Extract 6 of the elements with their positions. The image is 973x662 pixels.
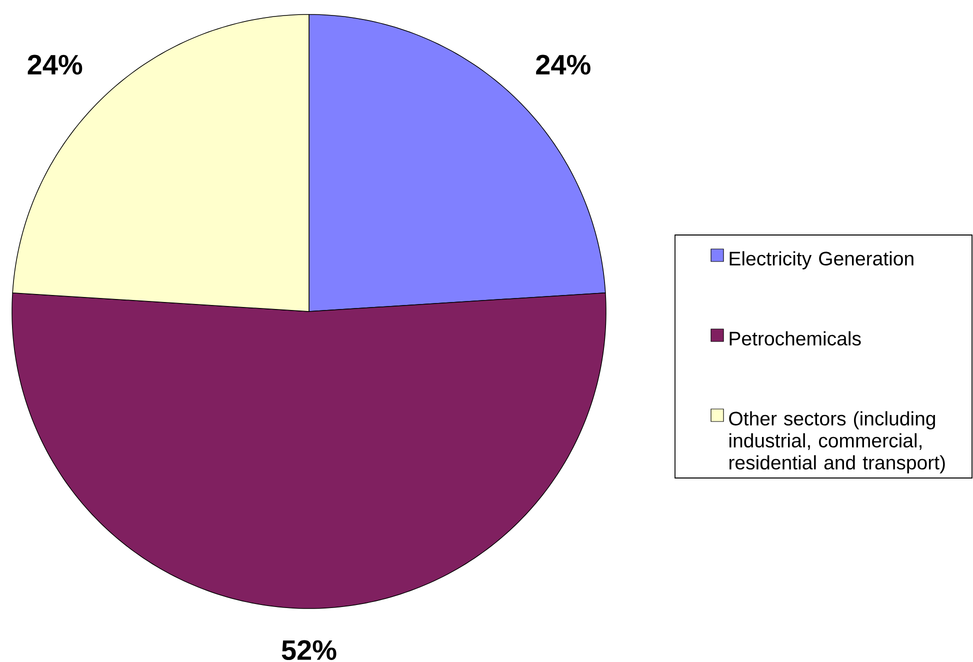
legend-label: Other sectors (including industrial, commercial, residential and transport) — [729, 411, 945, 474]
data-label: 52% — [282, 640, 336, 660]
legend-label: Petrochemicals — [730, 331, 861, 346]
data-label: 24% — [536, 54, 590, 75]
data-label: 24% — [28, 54, 82, 75]
legend-label: Electricity Generation — [730, 251, 914, 270]
